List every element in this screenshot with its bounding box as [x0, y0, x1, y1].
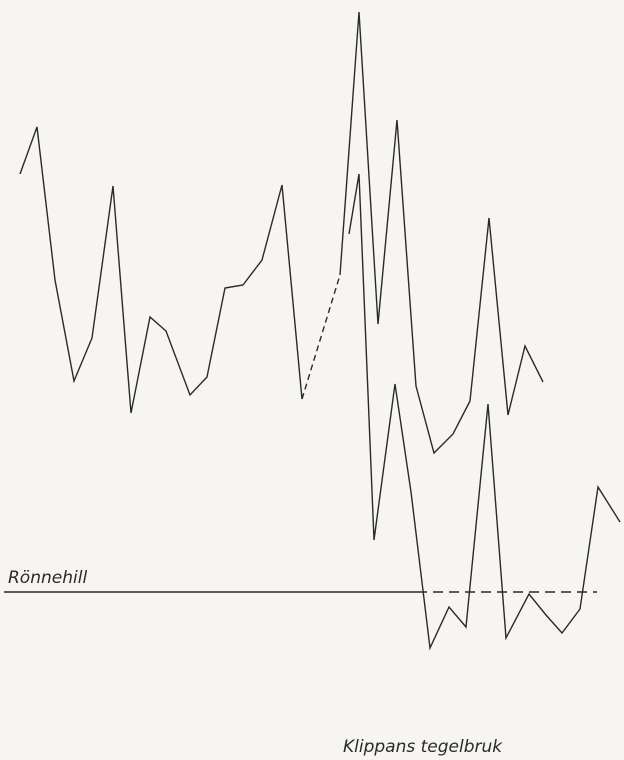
- series-line-ronnehill-continued: [339, 11, 544, 455]
- label-klippans-tegelbruk: Klippans tegelbruk: [343, 737, 503, 757]
- label-ronnehill: Rönnehill: [8, 568, 87, 588]
- series-line-klippans-tegelbruk: [348, 173, 621, 651]
- series-group: [19, 11, 621, 651]
- series-line-ronnehill: [19, 126, 303, 414]
- series-gap-ronnehill: [301, 274, 341, 400]
- label-group: Rönnehill Klippans tegelbruk: [8, 568, 503, 757]
